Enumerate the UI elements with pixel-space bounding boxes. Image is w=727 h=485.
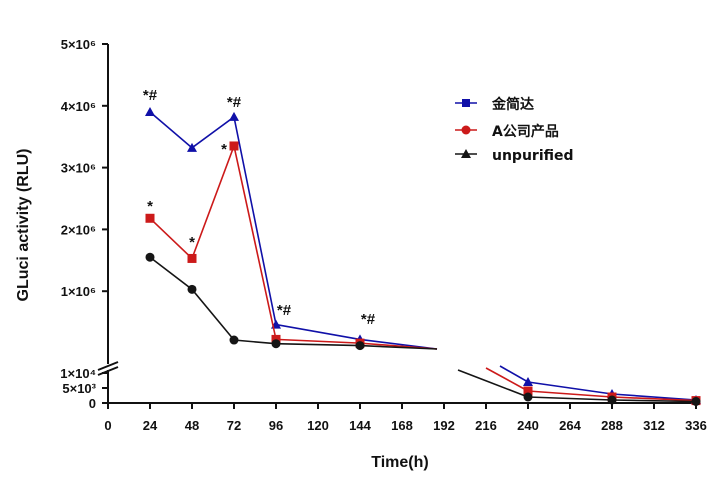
x-tick-label-11: 264 [559, 418, 581, 433]
annotation-0: *# [143, 87, 158, 104]
legend-label-2: unpurified [492, 148, 574, 164]
series-0-point-1 [187, 142, 197, 152]
series-break-bottom-0 [499, 365, 529, 383]
series-2-point-5 [523, 392, 533, 402]
annotation-5: * [189, 234, 195, 251]
series-2-point-6 [607, 395, 617, 405]
series-2-point-4 [355, 341, 365, 351]
x-tick-label-12: 288 [601, 418, 623, 433]
x-tick-label-14: 336 [685, 418, 707, 433]
y-tick-label-lower-1: 5×10³ [62, 381, 96, 396]
series-2-point-3 [271, 339, 281, 349]
series-2-point-2 [229, 335, 239, 345]
legend-marker-1 [461, 125, 471, 135]
x-tick-label-0: 0 [104, 418, 111, 433]
series-0-point-0 [145, 106, 155, 116]
axis-break-mark-2 [97, 366, 119, 376]
axis-break-mark [97, 361, 119, 371]
x-tick-label-5: 120 [307, 418, 329, 433]
y-tick-label-upper-3: 4×10⁶ [61, 99, 96, 114]
y-tick-label-upper-0: 1×10⁶ [61, 284, 96, 299]
series-1-point-5 [523, 386, 533, 396]
x-tick-label-3: 72 [227, 418, 241, 433]
annotation-2: *# [277, 302, 292, 319]
x-tick-label-8: 192 [433, 418, 455, 433]
series-break-top-2 [359, 344, 438, 350]
legend: 金简达 A公司产品 unpurified [455, 96, 574, 164]
x-tick-label-13: 312 [643, 418, 665, 433]
y-tick-label-lower-0: 0 [89, 396, 96, 411]
y-tick-label-upper-4: 5×10⁶ [61, 37, 96, 52]
legend-marker-0 [462, 99, 470, 107]
series-0-point-2 [229, 111, 239, 121]
x-tick-label-6: 144 [349, 418, 371, 433]
x-tick-label-10: 240 [517, 418, 539, 433]
y-tick-label-upper-2: 3×10⁶ [61, 161, 96, 176]
y-axis-title: GLuci activity (RLU) [15, 149, 32, 302]
y-tick-label-upper-1: 2×10⁶ [61, 222, 96, 237]
annotation-6: * [221, 141, 227, 158]
legend-label-0: 金简达 [491, 96, 534, 113]
x-axis-title: Time(h) [371, 454, 428, 471]
series-line-0 [149, 111, 361, 341]
x-tick-label-2: 48 [185, 418, 199, 433]
series-line-1 [149, 143, 361, 344]
legend-marker-2 [461, 149, 471, 158]
x-tick-label-1: 24 [143, 418, 158, 433]
series-0-point-5 [523, 377, 533, 386]
annotation-1: *# [227, 94, 242, 111]
x-tick-label-7: 168 [391, 418, 413, 433]
annotation-3: *# [361, 311, 376, 328]
annotation-4: * [147, 198, 153, 215]
series-break-bottom-1 [485, 367, 529, 392]
series-1-point-0 [145, 213, 155, 223]
x-tick-label-9: 216 [475, 418, 497, 433]
series-line-2 [149, 256, 361, 347]
series-1-point-2 [229, 141, 239, 151]
x-tick-label-4: 96 [269, 418, 283, 433]
series-2-point-7 [691, 397, 701, 406]
series-break-bottom-2 [457, 369, 529, 398]
series-2-point-1 [187, 284, 197, 294]
legend-label-1: A公司产品 [492, 123, 559, 140]
series-2-point-0 [145, 252, 155, 262]
y-tick-label-lower-2: 1×10⁴ [60, 366, 96, 381]
series-1-point-1 [187, 253, 197, 263]
